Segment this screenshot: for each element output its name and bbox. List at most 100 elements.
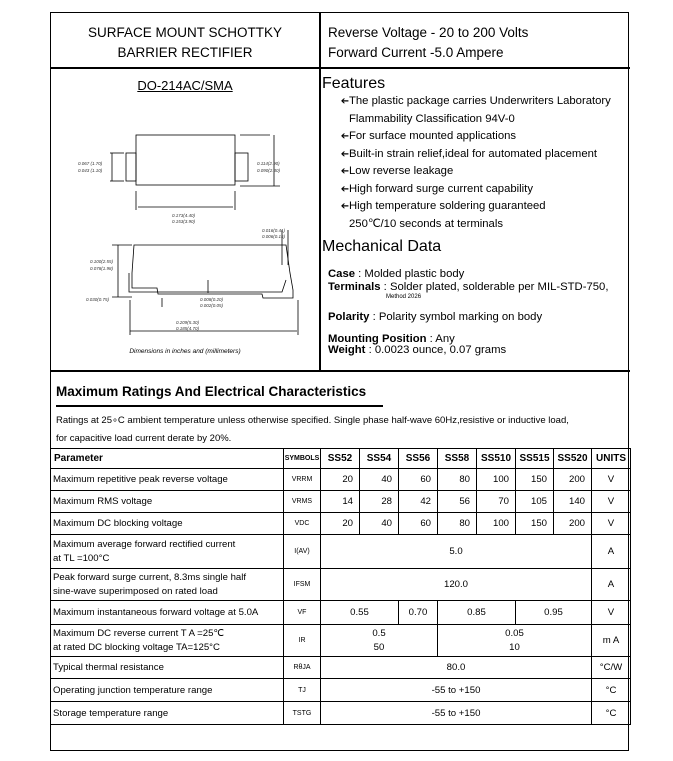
product-spec: Reverse Voltage - 20 to 200 Volts Forwar…: [328, 23, 528, 63]
table-row-vdc: Maximum DC blocking voltage VDC 20 40 60 80 10…: [50, 512, 631, 535]
line: Maximum average forward rectified curren…: [53, 538, 236, 550]
line: at rated DC blocking voltage TA=125°C: [53, 641, 220, 653]
terminals-line: Terminals : Solder plated, solderable pe…: [328, 281, 608, 294]
mechanical-title: Mechanical Data: [322, 238, 442, 255]
value-cell: 150: [515, 512, 554, 535]
line: Maximum DC reverse current T A =25℃: [53, 627, 225, 639]
arrow-bullet-icon: ➔: [340, 148, 349, 160]
symbol-cell: VF: [283, 600, 321, 625]
table-row-rth: Typical thermal resistance RθJA 80.0 °C/W: [50, 656, 631, 679]
unit-cell: °C: [591, 701, 631, 725]
unit-cell: A: [591, 534, 631, 569]
mounting-line: Mounting Position : Any: [328, 333, 608, 345]
value: : Solder plated, solderable per MIL-STD-…: [380, 281, 609, 293]
value-cell: 20: [320, 468, 360, 491]
product-title: SURFACE MOUNT SCHOTTKY BARRIER RECTIFIER: [50, 23, 320, 63]
value-cell: 28: [359, 490, 399, 513]
table-row-tj: Operating junction temperature range TJ -5…: [50, 678, 631, 702]
table-header-row: Parameter SYMBOLS SS52 SS54 SS56 SS58 SS510 SS5…: [50, 448, 631, 469]
table-row-vrrm: Maximum repetitive peak reverse voltage V…: [50, 468, 631, 491]
parameter-cell: Maximum repetitive peak reverse voltage: [50, 468, 284, 491]
arrow-bullet-icon: ➔: [340, 166, 349, 177]
ratings-table: Parameter SYMBOLS SS52 SS54 SS56 SS58 SS510 SS5…: [50, 448, 631, 725]
unit-cell: V: [591, 490, 631, 513]
features-title: Features: [322, 75, 386, 92]
value-cell: 200: [553, 512, 592, 535]
value-cell: 105: [515, 490, 554, 513]
feature-text: For surface mounted applications: [349, 130, 517, 142]
dim-label: 0.043 (1.10): [78, 168, 103, 173]
dimension-labels: 0.067 (1.70) 0.043 (1.10) 0.114(2.90) 0.…: [78, 161, 286, 331]
value-cell: -55 to +150: [320, 678, 592, 702]
value-cell: 5.0: [320, 534, 592, 569]
value: : 0.0023 ounce, 0.07 grams: [365, 344, 507, 356]
column-header: SS58: [437, 448, 477, 469]
feature-text: High forward surge current capability: [349, 182, 533, 195]
symbol-cell: VRMS: [283, 490, 321, 513]
value-cell: 20: [320, 512, 360, 535]
parameter-cell: Storage temperature range: [50, 701, 284, 725]
spec-line: Forward Current -5.0 Ampere: [328, 45, 504, 60]
column-header: SS56: [398, 448, 438, 469]
feature-text-continued: Flammability Classification 94V-0: [349, 112, 515, 125]
table-row-ifsm: Peak forward surge current, 8.3ms single…: [50, 568, 631, 601]
unit-cell: V: [591, 512, 631, 535]
value-cell: 80: [437, 512, 477, 535]
table-row-vrms: Maximum RMS voltage VRMS 14 28 42 56 70 105 140 V: [50, 490, 631, 513]
value-cell: 80: [437, 468, 477, 491]
unit-cell: A: [591, 568, 631, 601]
arrow-bullet-icon: ➔: [340, 201, 349, 212]
dim-label: 0.090(2.30): [257, 168, 281, 173]
feature-item: ➔ High forward surge current capability: [333, 181, 611, 199]
dim-label: 0.153(3.90): [172, 219, 196, 224]
value-25c: 0.05: [505, 627, 524, 639]
feature-text: High temperature soldering guaranteed: [349, 200, 546, 212]
unit-cell: V: [591, 600, 631, 625]
dim-label: 0.006(0.15): [262, 234, 286, 239]
dim-label: 0.100(2.55): [90, 259, 114, 264]
parameter-cell: Maximum average forward rectified curren…: [50, 534, 284, 569]
column-header: SS54: [359, 448, 399, 469]
dim-label: 0.016(0.41): [262, 228, 286, 233]
parameter-cell: Maximum instantaneous forward voltage at…: [50, 600, 284, 625]
value: : Molded plastic body: [355, 268, 465, 280]
line: sine-wave superimposed on rated load: [53, 585, 218, 597]
symbol-cell: RθJA: [283, 656, 321, 679]
dim-label: 0.030(0.75): [86, 297, 110, 302]
case-line: Case : Molded plastic body: [328, 268, 608, 281]
label: Weight: [328, 344, 366, 356]
feature-item: ➔ High temperature soldering guaranteed: [333, 198, 611, 216]
table-row-iav: Maximum average forward rectified curren…: [50, 534, 631, 569]
value-cell: 0.55: [320, 600, 399, 625]
value-cell: 120.0: [320, 568, 592, 601]
table-row-ir: Maximum DC reverse current T A =25℃ at ra…: [50, 624, 631, 657]
dim-label: 0.209(5.30): [176, 320, 200, 325]
parameter-cell: Maximum RMS voltage: [50, 490, 284, 513]
feature-text: The plastic package carries Underwriters…: [349, 95, 611, 107]
parameter-cell: Maximum DC reverse current T A =25℃ at ra…: [50, 624, 284, 657]
dim-label: 0.002(0.05): [200, 303, 224, 308]
dim-label: 0.078(1.98): [90, 266, 114, 271]
column-header: SS52: [320, 448, 360, 469]
unit-cell: V: [591, 468, 631, 491]
feature-text-continued: 250℃/10 seconds at terminals: [349, 217, 503, 230]
title-line: SURFACE MOUNT SCHOTTKY: [87, 25, 283, 40]
parameter-cell: Operating junction temperature range: [50, 678, 284, 702]
dim-label: 0.067 (1.70): [78, 161, 103, 166]
unit-cell: °C/W: [591, 656, 631, 679]
column-header: SS520: [553, 448, 592, 469]
label: Polarity: [328, 311, 370, 323]
divider: [50, 370, 630, 372]
value-cell: 0.5 50: [320, 624, 438, 657]
feature-item: ➔ For surface mounted applications: [333, 128, 611, 146]
value-cell: 14: [320, 490, 360, 513]
symbol-cell: VDC: [283, 512, 321, 535]
unit-cell: °C: [591, 678, 631, 702]
value-cell: 200: [553, 468, 592, 491]
divider: [319, 12, 321, 370]
note: Ratings at 25∘C ambient temperature unle…: [56, 415, 569, 426]
symbol-cell: TSTG: [283, 701, 321, 725]
mechanical-data: Case : Molded plastic body Terminals : S…: [328, 268, 608, 356]
value-cell: 70: [476, 490, 516, 513]
value: : Any: [426, 333, 455, 345]
